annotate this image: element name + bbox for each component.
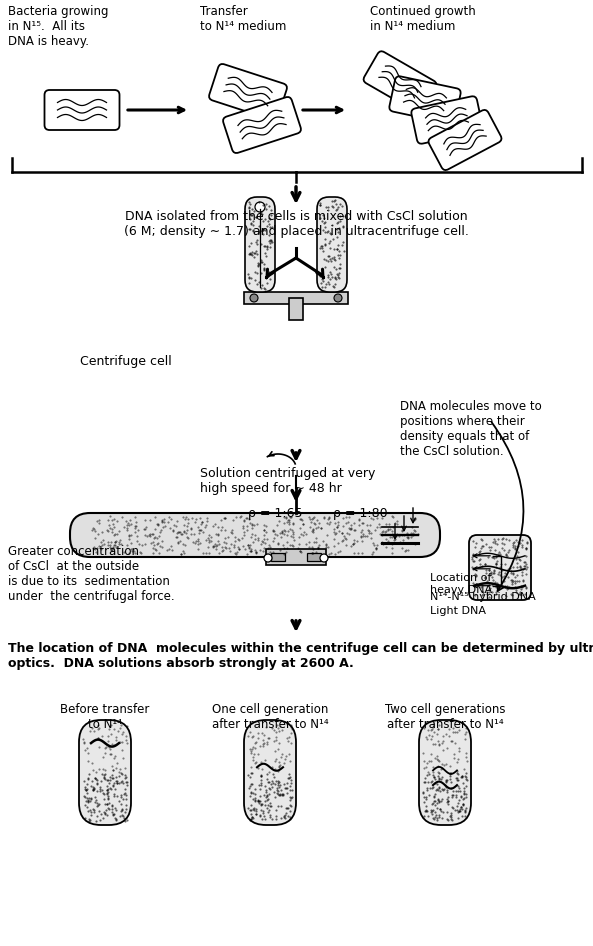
Circle shape xyxy=(320,554,328,562)
FancyBboxPatch shape xyxy=(271,553,285,561)
FancyBboxPatch shape xyxy=(429,110,502,170)
FancyBboxPatch shape xyxy=(223,97,301,153)
Text: Before transfer
to N¹⁴: Before transfer to N¹⁴ xyxy=(60,703,149,731)
Text: Greater concentration
of CsCl  at the outside
is due to its  sedimentation
under: Greater concentration of CsCl at the out… xyxy=(8,545,174,603)
Text: Solution centrifuged at very
high speed for ∼ 48 hr: Solution centrifuged at very high speed … xyxy=(200,467,375,495)
FancyBboxPatch shape xyxy=(245,197,275,292)
Text: Bacteria growing
in N¹⁵.  All its
DNA is heavy.: Bacteria growing in N¹⁵. All its DNA is … xyxy=(8,5,109,48)
Text: N¹⁴-N¹⁵ hybrid DNA: N¹⁴-N¹⁵ hybrid DNA xyxy=(430,592,535,602)
FancyBboxPatch shape xyxy=(390,77,461,124)
FancyBboxPatch shape xyxy=(266,549,326,565)
FancyBboxPatch shape xyxy=(412,96,483,144)
FancyBboxPatch shape xyxy=(244,720,296,825)
Circle shape xyxy=(264,554,272,562)
FancyBboxPatch shape xyxy=(307,553,321,561)
Text: ρ = 1:80: ρ = 1:80 xyxy=(333,507,387,520)
Text: Two cell generations
after transfer to N¹⁴: Two cell generations after transfer to N… xyxy=(385,703,505,731)
Text: ρ = 1:65: ρ = 1:65 xyxy=(248,507,302,520)
Text: DNA molecules move to
positions where their
density equals that of
the CsCl solu: DNA molecules move to positions where th… xyxy=(400,400,542,458)
FancyBboxPatch shape xyxy=(44,90,120,130)
FancyBboxPatch shape xyxy=(70,513,440,557)
Text: One cell generation
after transfer to N¹⁴: One cell generation after transfer to N¹… xyxy=(212,703,329,731)
FancyBboxPatch shape xyxy=(469,535,531,600)
Text: Location of
heavy DNA: Location of heavy DNA xyxy=(430,573,492,595)
Text: Transfer
to N¹⁴ medium: Transfer to N¹⁴ medium xyxy=(200,5,286,33)
FancyBboxPatch shape xyxy=(289,298,303,320)
Circle shape xyxy=(250,294,258,302)
FancyBboxPatch shape xyxy=(317,197,347,292)
FancyBboxPatch shape xyxy=(79,720,131,825)
Circle shape xyxy=(334,294,342,302)
FancyBboxPatch shape xyxy=(419,720,471,825)
Text: Centrifuge cell: Centrifuge cell xyxy=(80,355,172,368)
FancyBboxPatch shape xyxy=(244,292,348,304)
Circle shape xyxy=(255,202,265,212)
Text: Light DNA: Light DNA xyxy=(430,606,486,616)
Text: Continued growth
in N¹⁴ medium: Continued growth in N¹⁴ medium xyxy=(370,5,476,33)
FancyBboxPatch shape xyxy=(364,51,436,113)
Text: The location of DNA  molecules within the centrifuge cell can be determined by u: The location of DNA molecules within the… xyxy=(8,642,593,670)
FancyBboxPatch shape xyxy=(209,64,287,120)
Text: DNA isolated from the cells is mixed with CsCl solution
(6 M; density ∼ 1.7) and: DNA isolated from the cells is mixed wit… xyxy=(123,210,468,238)
